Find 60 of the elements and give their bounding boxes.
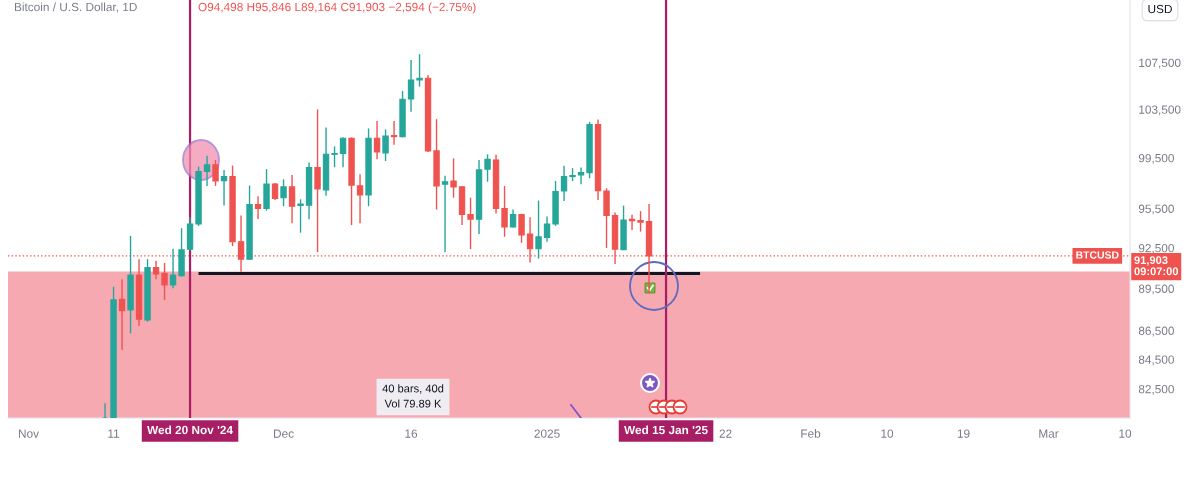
candlestick <box>577 166 585 185</box>
candlestick <box>331 145 338 168</box>
candlestick <box>450 157 457 199</box>
candlestick <box>382 128 389 162</box>
candlestick <box>441 175 449 253</box>
candlestick <box>543 215 551 243</box>
candlestick <box>356 173 364 225</box>
x-tick-label: Nov <box>19 429 39 438</box>
y-tick-label: 84,500 <box>1138 355 1174 366</box>
candlestick <box>169 248 177 289</box>
x-tick-label: 2025 <box>534 429 560 438</box>
y-tick-label: 86,500 <box>1138 326 1174 337</box>
candlestick <box>467 197 474 250</box>
x-tick-label: 19 <box>957 429 970 438</box>
candlestick <box>314 108 321 253</box>
y-tick-label: 103,500 <box>1139 105 1181 116</box>
candlestick <box>297 198 304 234</box>
candlestick <box>212 159 219 187</box>
x-tick-label: 16 <box>405 429 418 438</box>
y-axis-title: USD <box>1148 4 1172 14</box>
y-tick-label: 95,500 <box>1138 204 1174 215</box>
ref-line-label: Wed 20 Nov '24 <box>147 425 233 435</box>
x-tick-label: Feb <box>801 429 821 438</box>
candlestick <box>161 262 168 301</box>
candlestick <box>288 174 296 225</box>
candlestick <box>484 153 491 183</box>
candlestick <box>220 169 228 207</box>
chart-subtitle: O94,498 H95,846 L89,164 C91,903 −2,594 (−2.75%) <box>198 2 476 14</box>
candlestick <box>152 260 160 281</box>
ref-line-label: Wed 15 Jan '25 <box>624 425 708 435</box>
candlestick <box>254 195 262 220</box>
y-tick-label: 99,500 <box>1138 153 1174 164</box>
candlestick <box>203 155 211 187</box>
candlestick <box>416 53 423 88</box>
candlestick <box>390 120 398 146</box>
candlestick <box>280 178 287 207</box>
x-tick-label: Mar <box>1039 429 1059 438</box>
candlestick <box>407 59 415 113</box>
y-tick-label: 107,500 <box>1139 58 1181 69</box>
candlestick <box>535 199 542 260</box>
annotation: 40 bars, 40d Vol 79.89 K <box>382 384 444 408</box>
candlestick <box>501 185 508 238</box>
y-tick-label: 92,500 <box>1138 243 1174 254</box>
annotation: BTCUSD <box>1076 251 1119 259</box>
x-tick-label: 11 <box>108 429 120 438</box>
candlestick <box>373 120 381 161</box>
candlestick <box>637 210 644 233</box>
candlestick <box>560 165 568 202</box>
y-tick-label: 82,500 <box>1138 385 1174 395</box>
x-tick-label: Dec <box>274 429 294 438</box>
x-tick-label: 22 <box>719 429 732 438</box>
y-tick-label: 89,500 <box>1138 284 1174 295</box>
legend-label: 91,903 09:07:00 <box>1134 256 1179 276</box>
chart-title: Bitcoin / U.S. Dollar, 1D <box>14 2 137 13</box>
candlestick <box>101 402 109 418</box>
x-tick-label: 10 <box>881 429 894 438</box>
candlestick <box>518 213 525 244</box>
candlestick <box>118 278 126 351</box>
x-tick-label: 10 <box>1119 429 1132 438</box>
candlestick <box>339 136 347 168</box>
